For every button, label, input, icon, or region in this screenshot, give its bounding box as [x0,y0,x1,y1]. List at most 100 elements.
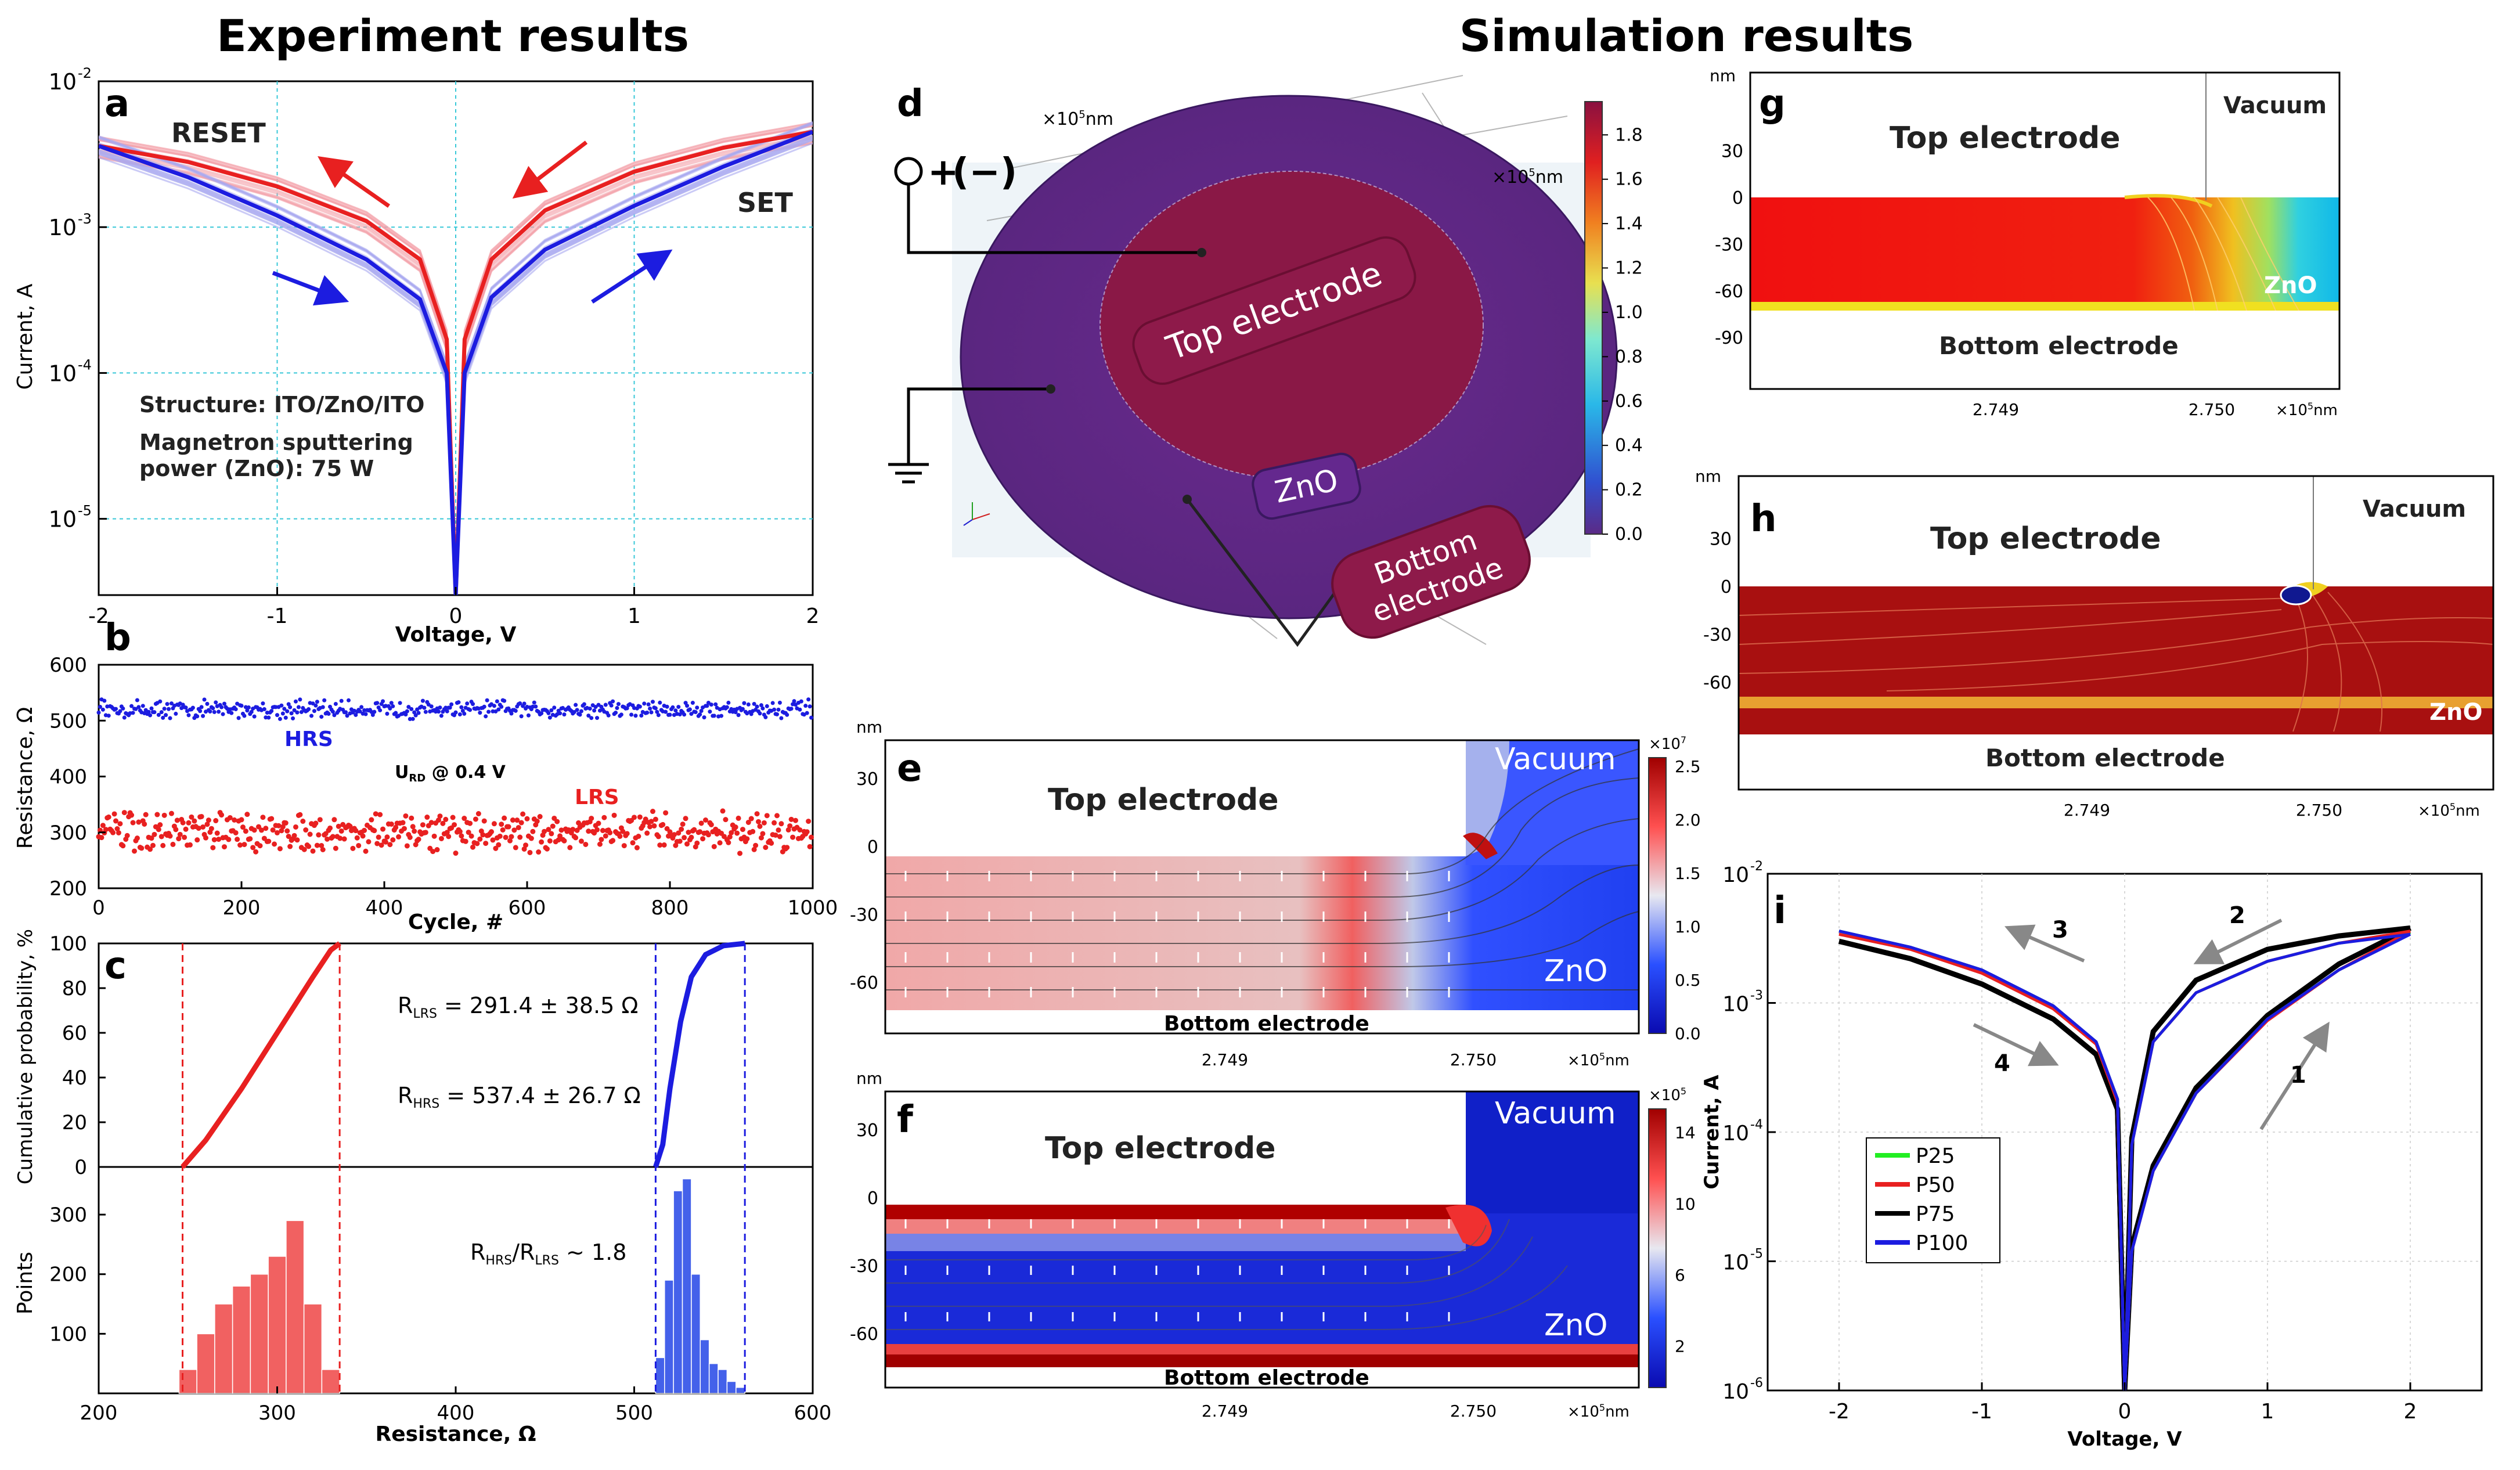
lrs-point [383,839,388,845]
hrs-point [315,700,319,704]
panel-h-yticks: 30 0 -30 -60 [1703,529,1732,694]
lrs-point [403,813,409,819]
lrs-point [253,849,259,855]
lrs-point [554,819,560,824]
hrs-point [614,711,618,715]
lrs-point [244,812,250,817]
hrs-point [533,704,538,709]
y-tick-label: 30 [856,1120,878,1141]
lrs-point [596,820,601,826]
hrs-point [406,705,411,709]
hrs-point [293,699,298,704]
lrs-point [788,816,794,822]
lrs-point [493,845,499,851]
y-tick-label: 500 [49,709,87,733]
lrs-point [216,837,222,842]
hrs-point [288,705,293,709]
lrs-point [100,823,106,828]
lrs-point [763,845,769,851]
hrs-point [705,704,709,708]
hrs-point [354,712,358,717]
source-terminal [894,157,923,186]
lrs-point [757,823,763,829]
lrs-point [283,820,289,826]
lrs-point [276,823,282,828]
panel-c-ylabel-top: Cumulative probability, % [14,929,37,1184]
hrs-point [708,709,712,714]
y-tick-label: 600 [49,654,87,677]
lrs-point [139,845,145,851]
lrs-point [350,845,356,851]
cbar-tick-label: 1.0 [1615,302,1643,323]
x-tick-label: 1000 [788,896,838,920]
hrs-point [398,701,402,705]
hrs-point [579,709,583,714]
lrs-point [611,812,617,818]
lrs-point [558,827,564,833]
lrs-point [550,823,556,829]
panel-h-top: Top electrode [1930,521,2161,556]
lrs-point [534,819,540,824]
lrs-point [621,843,627,849]
lrs-point [663,810,669,816]
set-cycle-line [99,122,813,595]
experiment-heading: Experiment results [217,10,689,62]
hrs-point [134,707,138,711]
y-tick-exponent: -5 [78,503,92,519]
hrs-point [347,698,351,702]
hrs-point [265,710,269,715]
hrs-hist-bar [673,1190,683,1394]
lrs-point [412,828,417,834]
panel-h-bottom: Bottom electrode [1985,744,2225,772]
y-tick-label: 200 [49,1263,87,1287]
lrs-point [257,843,263,849]
lrs-point [474,841,480,846]
lrs-point [740,827,745,833]
lrs-point [452,822,457,828]
x-tick-label: 800 [651,896,689,920]
hrs-point [759,703,763,708]
hrs-point [752,701,756,706]
panel-h-xunit: ×105nm [2418,801,2480,820]
lrs-point [320,847,326,853]
hrs-point [320,705,325,709]
y-tick-label: 0 [867,1188,878,1209]
hrs-point [547,715,552,720]
y-tick-label: 0 [1732,188,1743,208]
lrs-point [233,830,239,835]
legend-p100: P100 [1916,1231,1968,1255]
legend-p75: P75 [1916,1202,1955,1226]
hrs-point [459,705,464,709]
power-label-1: Magnetron sputtering [139,430,413,455]
panel-h-xticks: 2.749 2.750 [2064,801,2342,820]
lrs-point [314,842,320,848]
hrs-point [152,710,157,715]
lrs-point [547,838,553,844]
lrs-point [491,821,497,827]
hrs-point [296,705,301,709]
hrs-point [236,716,241,720]
lrs-point [600,827,605,833]
lrs-point [434,847,440,853]
lrs-hist-bar [250,1273,269,1394]
cbar-tick-label: 0.8 [1615,347,1643,367]
lrs-hist-bar [286,1220,305,1394]
lrs-point [483,841,489,846]
x-tick-label: -1 [1971,1400,1992,1424]
lrs-point [374,841,380,846]
y-tick-exponent: -5 [1750,1247,1763,1262]
lrs-point [354,835,360,841]
hrs-point [724,705,729,709]
panel-a: a RESET SET Structure: ITO/ZnO/ITO Magne… [13,65,819,647]
hrs-point [214,700,218,705]
hrs-point [413,713,418,718]
hrs-hist-bar [682,1178,692,1394]
hrs-point [202,697,207,702]
hrs-label: HRS [284,727,333,751]
lrs-point [463,838,468,844]
panel-c-histogram [178,1178,745,1394]
reset-cycle-line [99,142,813,595]
hrs-point [574,702,578,707]
lrs-point [160,842,166,848]
reset-arrow-left [318,156,391,208]
